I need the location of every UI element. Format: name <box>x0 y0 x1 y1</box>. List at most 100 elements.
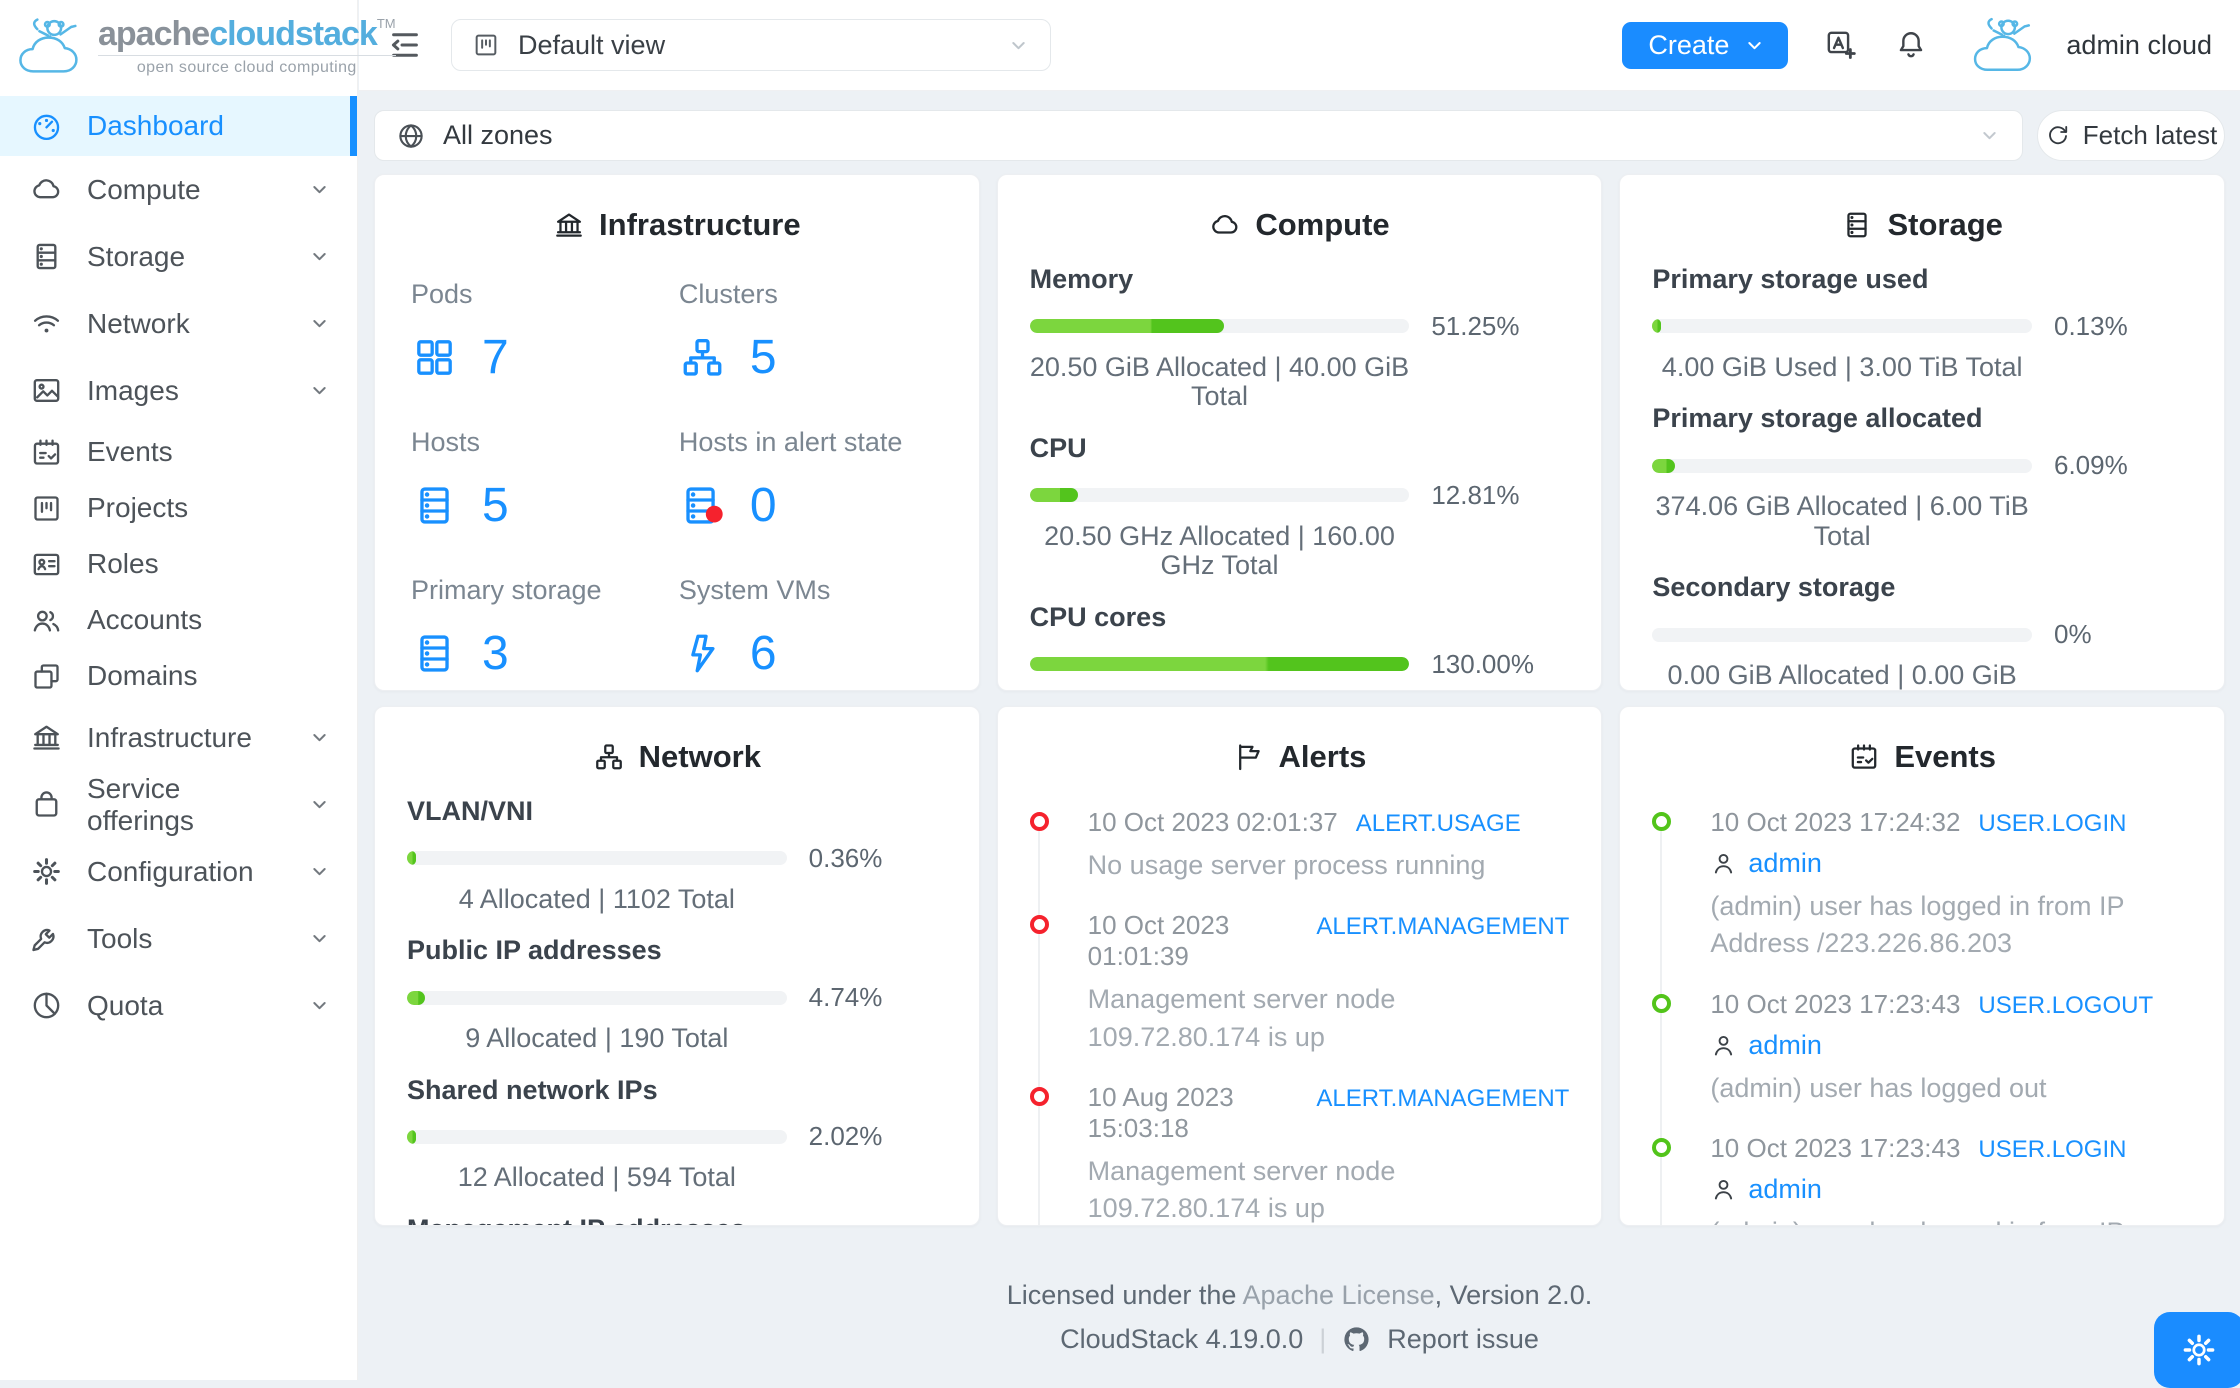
sidebar-item-infrastructure[interactable]: Infrastructure <box>0 704 357 771</box>
alert-type-link[interactable]: ALERT.MANAGEMENT <box>1316 1084 1570 1112</box>
github-icon <box>1342 1325 1371 1354</box>
pie-chart-icon <box>30 989 63 1022</box>
translate-icon[interactable] <box>1824 28 1858 62</box>
sidebar-item-domains[interactable]: Domains <box>0 648 357 704</box>
stat-pods[interactable]: Pods 7 <box>411 279 509 384</box>
cloud-icon <box>30 173 63 206</box>
stat-primary-storage[interactable]: Primary storage 3 <box>411 575 602 680</box>
zone-selector-value: All zones <box>443 120 553 150</box>
event-type-link[interactable]: USER.LOGIN <box>1978 810 2127 837</box>
primary-used-progress-bar <box>1652 319 2032 334</box>
user-icon <box>1710 1032 1737 1059</box>
sidebar-item-network[interactable]: Network <box>0 290 357 357</box>
refresh-icon <box>2045 123 2071 149</box>
apache-license-link[interactable]: Apache License <box>1242 1280 1435 1310</box>
settings-fab-button[interactable] <box>2154 1312 2240 1388</box>
server-alert-icon <box>679 482 726 529</box>
card-title-network: Network <box>407 739 947 775</box>
sidebar-item-tools[interactable]: Tools <box>0 905 357 972</box>
alert-item: 10 Oct 2023 01:01:39 ALERT.MANAGEMENT Man… <box>1029 910 1570 1056</box>
calendar-icon <box>30 436 63 469</box>
sidebar-item-events[interactable]: Events <box>0 424 357 480</box>
event-dot-icon <box>1652 993 1672 1013</box>
event-user-link[interactable]: admin <box>1748 848 1822 878</box>
idcard-icon <box>30 548 63 581</box>
alerts-timeline: 10 Oct 2023 02:01:37 ALERT.USAGE No usage… <box>1029 807 1570 1225</box>
zone-selector[interactable]: All zones <box>374 110 2023 161</box>
report-issue-link[interactable]: Report issue <box>1387 1324 1539 1354</box>
pods-icon <box>411 334 458 381</box>
progress-cpu: CPU 12.81% 20.50 GHz Allocated | 160.00 … <box>1029 433 1520 581</box>
sidebar-item-storage[interactable]: Storage <box>0 223 357 290</box>
sidebar-menu: Dashboard Compute Storage Network Images <box>0 96 357 1039</box>
notifications-bell-icon[interactable] <box>1894 28 1928 62</box>
alert-dot-icon <box>1029 812 1049 831</box>
menu-fold-icon[interactable] <box>387 27 423 63</box>
chevron-down-icon <box>308 927 331 950</box>
block-icon <box>30 660 63 693</box>
cloudmonkey-logo-icon <box>12 14 88 78</box>
create-button[interactable]: Create <box>1622 21 1789 69</box>
database-icon <box>30 240 63 273</box>
chevron-down-icon <box>308 793 331 816</box>
storage-card: Storage Primary storage used 0.13% 4.00 … <box>1619 174 2225 691</box>
sidebar-item-configuration[interactable]: Configuration <box>0 838 357 905</box>
cloud-icon <box>1209 209 1241 241</box>
progress-vlan: VLAN/VNI 0.36% 4 Allocated | 1102 Total <box>407 796 883 914</box>
shared-ips-progress-bar <box>407 1129 787 1144</box>
event-user-link[interactable]: admin <box>1748 1173 1822 1204</box>
alert-type-link[interactable]: ALERT.USAGE <box>1355 810 1521 837</box>
chevron-down-icon <box>1978 124 2001 147</box>
progress-shared-ips: Shared network IPs 2.02% 12 Allocated | … <box>407 1074 883 1193</box>
sidebar-item-accounts[interactable]: Accounts <box>0 592 357 648</box>
footer: Licensed under the Apache License, Versi… <box>374 1280 2225 1355</box>
alerts-card: Alerts 10 Oct 2023 02:01:37 ALERT.USAGE N… <box>996 706 1603 1226</box>
gear-icon <box>2180 1331 2218 1369</box>
card-title-events: Events <box>1652 739 2192 775</box>
chevron-down-icon <box>308 860 331 883</box>
sidebar-item-dashboard[interactable]: Dashboard <box>0 96 357 156</box>
event-type-link[interactable]: USER.LOGOUT <box>1978 991 2154 1019</box>
stat-hosts-alert[interactable]: Hosts in alert state 0 <box>678 427 903 532</box>
sidebar-item-roles[interactable]: Roles <box>0 536 357 592</box>
brand-logo[interactable]: apachecloudstackTM open source cloud com… <box>0 0 396 92</box>
license-line: Licensed under the Apache License, Versi… <box>1006 1280 1593 1310</box>
event-item: 10 Oct 2023 17:23:43 USER.LOGOUT admin (a… <box>1652 989 2192 1107</box>
wrench-icon <box>30 922 63 955</box>
chevron-down-icon <box>1743 34 1766 57</box>
event-user-link[interactable]: admin <box>1748 1029 1822 1060</box>
chevron-down-icon <box>1007 34 1030 57</box>
wifi-icon <box>30 307 63 340</box>
fetch-latest-button[interactable]: Fetch latest <box>2037 110 2225 161</box>
sidebar-item-images[interactable]: Images <box>0 357 357 424</box>
globe-icon <box>396 121 426 151</box>
top-bar: Default view Create admin cloud <box>359 0 2240 91</box>
main-content: All zones Fetch latest Infrastructure Po… <box>359 91 2240 1380</box>
card-title-infrastructure: Infrastructure <box>407 207 947 243</box>
chevron-down-icon <box>308 312 331 335</box>
sidebar-item-service-offerings[interactable]: Service offerings <box>0 771 357 838</box>
flag-icon <box>1233 741 1265 773</box>
user-name[interactable]: admin cloud <box>2066 29 2212 60</box>
progress-memory: Memory 51.25% 20.50 GiB Allocated | 40.0… <box>1029 264 1520 412</box>
alert-dot-icon <box>1029 915 1049 935</box>
stat-hosts[interactable]: Hosts 5 <box>411 427 509 532</box>
stat-system-vms[interactable]: System VMs 6 <box>678 575 831 680</box>
progress-management-ips: Management IP addresses 2.37% 6 Allocate… <box>407 1214 947 1225</box>
cpu-progress-bar <box>1029 488 1410 503</box>
sidebar-item-quota[interactable]: Quota <box>0 972 357 1039</box>
card-title-compute: Compute <box>1030 207 1570 243</box>
sidebar-item-projects[interactable]: Projects <box>0 480 357 536</box>
events-timeline: 10 Oct 2023 17:24:32 USER.LOGIN admin (ad… <box>1652 807 2192 1225</box>
card-title-storage: Storage <box>1652 207 2192 243</box>
event-type-link[interactable]: USER.LOGIN <box>1978 1135 2127 1163</box>
user-avatar[interactable] <box>1964 14 2044 76</box>
view-selector[interactable]: Default view <box>451 19 1051 71</box>
network-icon <box>593 741 625 773</box>
chevron-down-icon <box>308 379 331 402</box>
progress-public-ip: Public IP addresses 4.74% 9 Allocated | … <box>407 935 883 1054</box>
stat-clusters[interactable]: Clusters 5 <box>678 279 778 384</box>
alert-type-link[interactable]: ALERT.MANAGEMENT <box>1316 913 1570 941</box>
team-icon <box>30 604 63 637</box>
sidebar-item-compute[interactable]: Compute <box>0 156 357 223</box>
